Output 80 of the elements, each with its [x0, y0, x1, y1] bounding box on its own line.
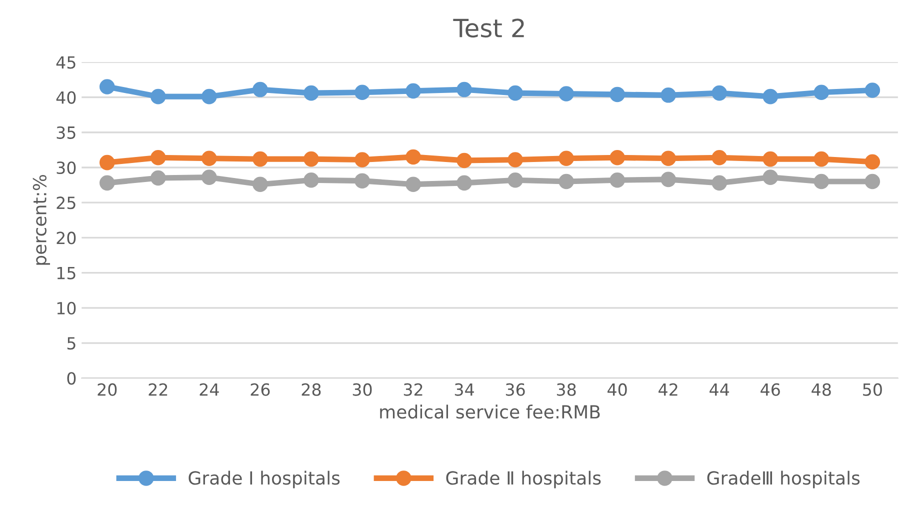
y-tick-label: 5 [67, 337, 76, 350]
point [762, 170, 778, 185]
x-axis-title: medical service fee:RMB [380, 404, 600, 419]
point [202, 170, 217, 185]
legend-label: Grade Ⅰ hospitals [188, 470, 340, 488]
point [252, 176, 268, 192]
point [406, 176, 421, 192]
y-axis-title: percent:% [32, 174, 50, 265]
y-tick-label: 20 [56, 232, 76, 244]
point [712, 150, 728, 166]
y-tick-label: 35 [56, 126, 76, 139]
y-tick-label: 45 [56, 56, 76, 69]
point [100, 175, 115, 191]
point [202, 150, 217, 166]
point [814, 151, 830, 167]
point [354, 84, 370, 100]
legend-label: Grade Ⅱ hospitals [446, 470, 601, 488]
point [660, 88, 676, 103]
x-tick-label: 36 [506, 383, 525, 396]
x-tick-label: 42 [658, 383, 678, 396]
point [558, 86, 574, 102]
point [150, 150, 166, 166]
legend-label: GradeⅢ hospitals [707, 470, 860, 488]
x-tick-label: 50 [863, 383, 882, 396]
point [814, 174, 830, 190]
y-tick-label: 10 [57, 302, 76, 314]
x-tick-label: 40 [608, 383, 627, 396]
point [508, 152, 523, 168]
point [406, 83, 421, 99]
point [712, 85, 728, 101]
y-tick-label: 30 [56, 161, 76, 174]
point [558, 174, 574, 190]
point [660, 150, 676, 166]
point [508, 172, 523, 188]
x-tick-label: 38 [556, 383, 576, 396]
point [762, 151, 778, 167]
point [660, 172, 676, 188]
point [508, 85, 523, 101]
point [456, 175, 472, 191]
x-tick-label: 26 [250, 383, 270, 396]
point [150, 88, 166, 104]
point [864, 154, 880, 170]
y-tick-label: 40 [56, 91, 76, 104]
x-tick-label: 28 [302, 383, 321, 396]
point [610, 172, 625, 188]
point [712, 175, 728, 191]
point [100, 154, 115, 170]
point [610, 150, 625, 166]
x-tick-label: 48 [812, 383, 831, 396]
point [864, 82, 880, 98]
x-tick-label: 30 [352, 383, 372, 396]
point [100, 79, 115, 94]
x-tick-label: 46 [760, 383, 780, 396]
point [456, 152, 472, 168]
y-tick-label: 25 [56, 196, 76, 210]
x-tick-label: 34 [454, 383, 474, 396]
point [304, 85, 319, 101]
point [150, 170, 166, 186]
x-tick-label: 22 [148, 383, 168, 396]
point [814, 84, 830, 100]
x-tick-label: 32 [404, 383, 422, 396]
point [252, 151, 268, 167]
x-tick-label: 24 [200, 383, 219, 396]
point [304, 151, 319, 167]
point [558, 150, 574, 166]
point [202, 88, 217, 104]
y-tick-label: 0 [67, 372, 76, 385]
point [864, 174, 880, 190]
x-tick-label: 44 [710, 384, 730, 396]
point [406, 149, 421, 165]
point [354, 152, 370, 168]
point [304, 172, 319, 188]
point [456, 82, 472, 98]
point [354, 173, 370, 188]
point [762, 88, 778, 104]
x-tick-label: 20 [98, 383, 117, 396]
point [610, 86, 625, 102]
point [252, 82, 268, 98]
y-tick-label: 15 [57, 266, 76, 280]
chart-title: Test 2 [453, 18, 524, 38]
